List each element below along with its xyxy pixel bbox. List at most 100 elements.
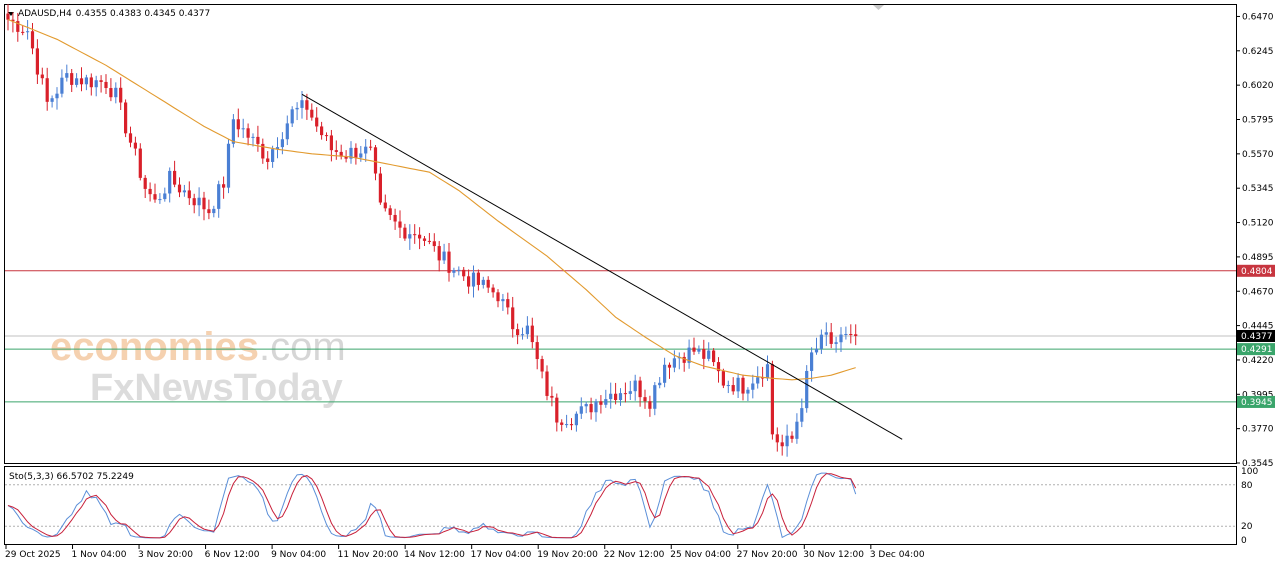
candle <box>173 160 177 188</box>
candle <box>275 137 280 159</box>
level-tag-0.4291: 0.4291 <box>1237 343 1275 356</box>
candle <box>476 269 480 291</box>
time-tick-label: 29 Oct 2025 <box>5 550 61 560</box>
candle <box>609 382 613 409</box>
candle <box>315 107 319 132</box>
candle <box>756 366 760 389</box>
candle <box>663 357 667 388</box>
candle <box>364 139 368 162</box>
svg-text:0.4291: 0.4291 <box>1241 345 1273 355</box>
candle <box>682 352 686 372</box>
candle <box>525 316 529 339</box>
candle <box>207 199 211 220</box>
candle <box>751 374 755 399</box>
stoch-scale-label: 20 <box>1241 522 1253 532</box>
candle <box>393 208 397 230</box>
time-tick-label: 11 Nov 20:00 <box>338 550 399 560</box>
svg-text:0.4377: 0.4377 <box>1241 332 1273 342</box>
candle <box>579 397 583 419</box>
candle <box>231 114 235 148</box>
candle <box>177 177 182 198</box>
level-tag-0.3945: 0.3945 <box>1237 395 1275 408</box>
candle <box>780 434 784 456</box>
candle <box>486 276 490 293</box>
candle <box>829 323 833 349</box>
time-tick-label: 30 Nov 12:00 <box>803 550 864 560</box>
price-tick-label: 0.5345 <box>1242 184 1274 194</box>
candle <box>388 205 392 221</box>
candle <box>94 75 98 97</box>
candle <box>535 335 539 370</box>
svg-text:0.3945: 0.3945 <box>1241 398 1273 408</box>
candle <box>70 68 74 93</box>
trendline-group[interactable] <box>301 93 903 440</box>
candle <box>418 227 422 250</box>
stoch-scale-label: 80 <box>1241 481 1253 491</box>
scroll-marker-icon[interactable] <box>873 5 884 10</box>
price-tick-label: 0.4895 <box>1242 253 1274 263</box>
time-tick-label: 6 Nov 12:00 <box>205 550 260 560</box>
candle <box>854 324 858 346</box>
price-tick-label: 0.3995 <box>1242 390 1274 400</box>
candle <box>516 323 520 345</box>
svg-text:0.4804: 0.4804 <box>1241 267 1273 277</box>
candle <box>119 77 123 110</box>
candle <box>810 347 814 382</box>
candle <box>746 387 750 401</box>
candle <box>65 64 69 82</box>
candle <box>16 12 20 42</box>
candle <box>192 193 196 214</box>
candle <box>40 67 44 85</box>
candle <box>643 389 647 409</box>
candle <box>844 326 848 340</box>
candle <box>50 95 54 108</box>
candle <box>35 39 39 85</box>
candle <box>648 395 652 417</box>
price-tick-label: 0.6245 <box>1242 47 1274 57</box>
candle <box>133 136 137 156</box>
time-tick-label: 9 Nov 04:00 <box>271 550 326 560</box>
candle <box>261 138 265 164</box>
candle <box>672 350 676 373</box>
candle <box>467 269 471 294</box>
stoch-scale-label: 0 <box>1241 536 1247 546</box>
watermark: economies.com FxNewsToday <box>50 325 346 409</box>
candle <box>26 20 30 40</box>
candle <box>545 365 549 401</box>
candle <box>398 210 402 238</box>
price-tick-label: 0.4220 <box>1242 356 1274 366</box>
stoch-label: Sto(5,3,3) 66.5702 75.2249 <box>9 472 134 482</box>
candle <box>839 327 843 352</box>
time-tick-label: 3 Dec 04:00 <box>870 550 925 560</box>
candle <box>378 167 382 205</box>
candle <box>217 180 221 218</box>
candle <box>520 327 525 340</box>
candle <box>565 414 569 428</box>
candle <box>241 118 245 139</box>
price-tick-label: 0.6470 <box>1242 12 1274 22</box>
trendline[interactable] <box>301 93 903 440</box>
candle <box>800 398 804 428</box>
candle <box>422 235 427 247</box>
candle <box>334 140 338 160</box>
stoch-scale-label: 100 <box>1241 467 1258 477</box>
candle <box>447 243 451 282</box>
candle <box>55 87 59 110</box>
candle <box>638 376 642 407</box>
candle <box>471 265 476 298</box>
candle <box>530 317 534 349</box>
candle <box>687 339 691 369</box>
candle <box>128 126 133 148</box>
time-tick-label: 3 Nov 20:00 <box>138 550 193 560</box>
candle <box>413 224 417 244</box>
moving-average <box>7 18 856 381</box>
candle <box>614 382 618 405</box>
candle <box>11 12 15 33</box>
level-tag-0.4804: 0.4804 <box>1237 264 1275 277</box>
svg-text:economies.com: economies.com <box>50 325 346 369</box>
ohlc-readout: 0.4355 0.4383 0.4345 0.4377 <box>76 9 211 19</box>
candle <box>550 386 554 407</box>
ma-line <box>7 18 856 381</box>
candle <box>623 382 627 403</box>
candle <box>658 377 662 389</box>
